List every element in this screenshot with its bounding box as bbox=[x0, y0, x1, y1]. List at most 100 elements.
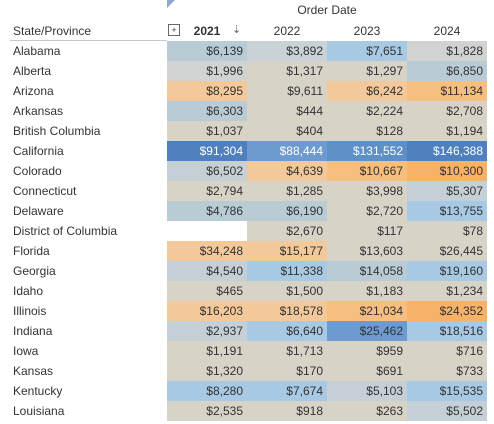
row-label[interactable]: Idaho bbox=[13, 284, 44, 298]
sort-icon[interactable]: ⇣ bbox=[232, 24, 242, 36]
table-cell[interactable]: $10,667 bbox=[327, 161, 407, 181]
table-cell[interactable]: $10,300 bbox=[407, 161, 487, 181]
table-cell[interactable] bbox=[167, 221, 247, 241]
table-cell[interactable]: $5,502 bbox=[407, 401, 487, 421]
table-cell[interactable]: $1,713 bbox=[247, 341, 327, 361]
column-header-2023[interactable]: 2023 bbox=[353, 24, 381, 38]
table-cell[interactable]: $3,892 bbox=[247, 41, 327, 61]
row-label[interactable]: Illinois bbox=[13, 304, 47, 318]
row-label[interactable]: Florida bbox=[13, 244, 50, 258]
table-cell[interactable]: $1,500 bbox=[247, 281, 327, 301]
row-label[interactable]: British Columbia bbox=[13, 124, 101, 138]
table-cell[interactable]: $34,248 bbox=[167, 241, 247, 261]
row-label[interactable]: Kentucky bbox=[13, 384, 63, 398]
table-cell[interactable]: $465 bbox=[167, 281, 247, 301]
table-cell[interactable]: $26,445 bbox=[407, 241, 487, 261]
row-header-label[interactable]: State/Province bbox=[13, 24, 92, 38]
table-cell[interactable]: $128 bbox=[327, 121, 407, 141]
column-header-2024[interactable]: 2024 bbox=[433, 24, 461, 38]
row-label[interactable]: California bbox=[13, 144, 64, 158]
row-label[interactable]: Connecticut bbox=[13, 184, 77, 198]
column-header-2022[interactable]: 2022 bbox=[273, 24, 301, 38]
table-cell[interactable]: $2,937 bbox=[167, 321, 247, 341]
expand-icon[interactable]: + bbox=[168, 24, 180, 36]
table-cell[interactable]: $1,317 bbox=[247, 61, 327, 81]
table-cell[interactable]: $6,139 bbox=[167, 41, 247, 61]
table-cell[interactable]: $21,034 bbox=[327, 301, 407, 321]
row-label[interactable]: Alabama bbox=[13, 44, 61, 58]
table-cell[interactable]: $716 bbox=[407, 341, 487, 361]
table-cell[interactable]: $6,303 bbox=[167, 101, 247, 121]
table-cell[interactable]: $1,194 bbox=[407, 121, 487, 141]
table-cell[interactable]: $3,998 bbox=[327, 181, 407, 201]
table-cell[interactable]: $1,996 bbox=[167, 61, 247, 81]
table-cell[interactable]: $2,224 bbox=[327, 101, 407, 121]
table-cell[interactable]: $117 bbox=[327, 221, 407, 241]
table-cell[interactable]: $11,134 bbox=[407, 81, 487, 101]
table-cell[interactable]: $444 bbox=[247, 101, 327, 121]
column-header-2021[interactable]: 2021 bbox=[193, 24, 221, 38]
table-cell[interactable]: $1,320 bbox=[167, 361, 247, 381]
table-cell[interactable]: $1,037 bbox=[167, 121, 247, 141]
table-cell[interactable]: $404 bbox=[247, 121, 327, 141]
table-cell[interactable]: $6,850 bbox=[407, 61, 487, 81]
table-cell[interactable]: $2,535 bbox=[167, 401, 247, 421]
table-cell[interactable]: $9,611 bbox=[247, 81, 327, 101]
table-cell[interactable]: $14,058 bbox=[327, 261, 407, 281]
table-cell[interactable]: $13,755 bbox=[407, 201, 487, 221]
row-label[interactable]: Georgia bbox=[13, 264, 56, 278]
table-cell[interactable]: $4,639 bbox=[247, 161, 327, 181]
row-label[interactable]: Iowa bbox=[13, 344, 39, 358]
table-cell[interactable]: $11,338 bbox=[247, 261, 327, 281]
row-label[interactable]: Indiana bbox=[13, 324, 53, 338]
table-cell[interactable]: $2,794 bbox=[167, 181, 247, 201]
table-cell[interactable]: $131,552 bbox=[327, 141, 407, 161]
table-cell[interactable]: $8,280 bbox=[167, 381, 247, 401]
table-cell[interactable]: $2,670 bbox=[247, 221, 327, 241]
table-cell[interactable]: $6,190 bbox=[247, 201, 327, 221]
table-cell[interactable]: $18,516 bbox=[407, 321, 487, 341]
table-cell[interactable]: $15,177 bbox=[247, 241, 327, 261]
table-cell[interactable]: $91,304 bbox=[167, 141, 247, 161]
row-label[interactable]: Colorado bbox=[13, 164, 62, 178]
table-cell[interactable]: $16,203 bbox=[167, 301, 247, 321]
table-cell[interactable]: $6,640 bbox=[247, 321, 327, 341]
table-cell[interactable]: $959 bbox=[327, 341, 407, 361]
table-cell[interactable]: $15,535 bbox=[407, 381, 487, 401]
table-cell[interactable]: $263 bbox=[327, 401, 407, 421]
table-cell[interactable]: $78 bbox=[407, 221, 487, 241]
table-cell[interactable]: $1,183 bbox=[327, 281, 407, 301]
table-cell[interactable]: $1,285 bbox=[247, 181, 327, 201]
table-cell[interactable]: $691 bbox=[327, 361, 407, 381]
table-cell[interactable]: $6,242 bbox=[327, 81, 407, 101]
table-cell[interactable]: $7,674 bbox=[247, 381, 327, 401]
table-cell[interactable]: $4,786 bbox=[167, 201, 247, 221]
row-label[interactable]: Alberta bbox=[13, 64, 52, 78]
table-cell[interactable]: $5,307 bbox=[407, 181, 487, 201]
table-cell[interactable]: $8,295 bbox=[167, 81, 247, 101]
table-cell[interactable]: $6,502 bbox=[167, 161, 247, 181]
row-label[interactable]: Arkansas bbox=[13, 104, 64, 118]
table-cell[interactable]: $13,603 bbox=[327, 241, 407, 261]
table-cell[interactable]: $25,462 bbox=[327, 321, 407, 341]
table-cell[interactable]: $170 bbox=[247, 361, 327, 381]
table-cell[interactable]: $19,160 bbox=[407, 261, 487, 281]
table-cell[interactable]: $18,578 bbox=[247, 301, 327, 321]
table-cell[interactable]: $146,388 bbox=[407, 141, 487, 161]
table-cell[interactable]: $1,191 bbox=[167, 341, 247, 361]
table-cell[interactable]: $733 bbox=[407, 361, 487, 381]
table-cell[interactable]: $24,352 bbox=[407, 301, 487, 321]
table-cell[interactable]: $2,720 bbox=[327, 201, 407, 221]
table-cell[interactable]: $918 bbox=[247, 401, 327, 421]
table-cell[interactable]: $1,234 bbox=[407, 281, 487, 301]
table-cell[interactable]: $2,708 bbox=[407, 101, 487, 121]
table-cell[interactable]: $7,651 bbox=[327, 41, 407, 61]
row-label[interactable]: Arizona bbox=[13, 84, 54, 98]
table-cell[interactable]: $1,828 bbox=[407, 41, 487, 61]
table-cell[interactable]: $1,297 bbox=[327, 61, 407, 81]
table-cell[interactable]: $88,444 bbox=[247, 141, 327, 161]
row-label[interactable]: Delaware bbox=[13, 204, 64, 218]
row-label[interactable]: Kansas bbox=[13, 364, 54, 378]
row-label[interactable]: District of Columbia bbox=[13, 224, 118, 238]
row-label[interactable]: Louisiana bbox=[13, 404, 65, 418]
